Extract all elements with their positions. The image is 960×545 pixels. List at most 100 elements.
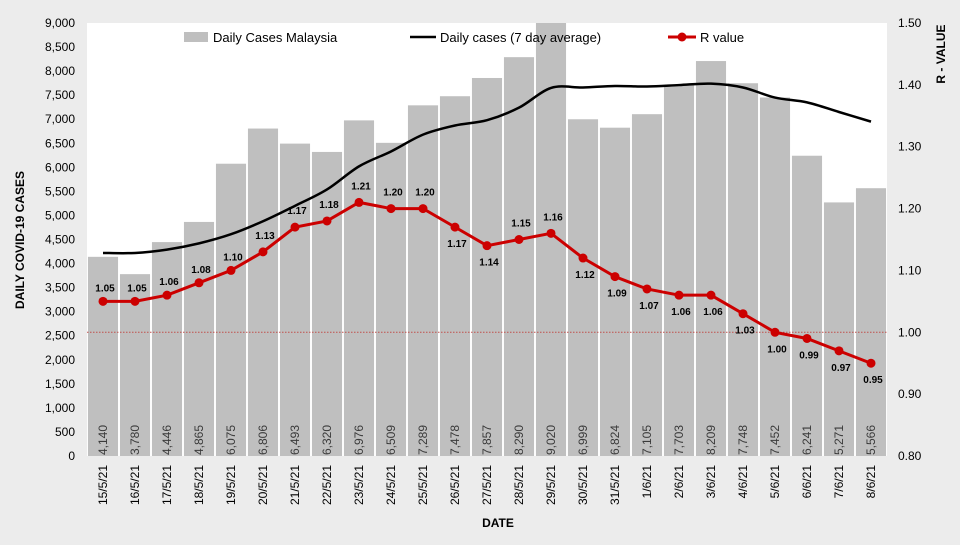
r-value-point — [290, 222, 300, 232]
y-tick-label: 4,500 — [45, 233, 75, 247]
x-tick-label: 30/5/21 — [576, 465, 590, 505]
x-tick-label: 3/6/21 — [704, 465, 718, 499]
y-tick-label: 2,000 — [45, 353, 75, 367]
y2-tick-label: 1.20 — [898, 202, 922, 216]
y2-tick-label: 0.90 — [898, 387, 922, 401]
r-value-point — [226, 265, 236, 275]
r-value-point — [642, 284, 652, 294]
y-tick-label: 1,000 — [45, 401, 75, 415]
y-tick-label: 500 — [55, 425, 75, 439]
bar — [503, 57, 535, 457]
series-line-7day-average — [102, 82, 872, 255]
r-value-point — [578, 253, 588, 263]
r-value-label: 1.06 — [671, 307, 691, 318]
bar — [695, 61, 727, 457]
bar — [471, 77, 503, 456]
y2-axis-title: R - VALUE — [934, 24, 948, 83]
r-value-point — [386, 204, 396, 214]
bar — [823, 202, 855, 456]
r-value-label: 1.18 — [319, 200, 339, 211]
x-tick-label: 2/6/21 — [672, 465, 686, 499]
r-value-label: 1.07 — [639, 301, 659, 312]
legend-label-daily-cases: Daily Cases Malaysia — [213, 30, 338, 45]
legend-swatch-daily-cases — [184, 32, 208, 42]
bar-value-label: 9,020 — [544, 425, 558, 455]
legend-marker-r-value — [677, 32, 687, 42]
r-value-label: 0.95 — [863, 375, 883, 386]
y-tick-label: 3,000 — [45, 305, 75, 319]
r-value-label: 1.15 — [511, 219, 531, 230]
bar — [663, 85, 695, 456]
r-value-label: 1.17 — [287, 206, 307, 217]
y-tick-label: 7,500 — [45, 88, 75, 102]
bar-value-label: 5,566 — [864, 425, 878, 455]
x-tick-label: 7/6/21 — [832, 465, 846, 499]
bar — [247, 128, 279, 456]
y-tick-label: 7,000 — [45, 112, 75, 126]
r-value-point — [450, 222, 460, 232]
x-tick-label: 20/5/21 — [256, 465, 270, 505]
bar — [407, 105, 439, 456]
legend-label-r-value: R value — [700, 30, 744, 45]
r-value-label: 1.09 — [607, 289, 627, 300]
x-axis-title: DATE — [482, 516, 514, 530]
r-value-point — [354, 197, 364, 207]
bar-value-label: 6,999 — [576, 425, 590, 455]
r-value-label: 1.13 — [255, 231, 275, 242]
x-tick-label: 5/6/21 — [768, 465, 782, 499]
r-value-label: 1.17 — [447, 239, 467, 250]
y-tick-label: 6,500 — [45, 136, 75, 150]
r-value-point — [482, 241, 492, 251]
x-tick-label: 21/5/21 — [288, 465, 302, 505]
r-value-point — [610, 272, 620, 282]
r-value-point — [514, 235, 524, 244]
r-value-label: 1.20 — [383, 188, 403, 199]
r-value-point — [738, 309, 748, 319]
r-value-point — [834, 346, 844, 356]
bar-value-label: 7,748 — [736, 425, 750, 455]
x-tick-label: 28/5/21 — [512, 465, 526, 505]
bar — [375, 142, 407, 456]
bar-value-label: 7,478 — [448, 425, 462, 455]
bar — [567, 119, 599, 457]
y-tick-label: 8,500 — [45, 40, 75, 54]
y-axis-title: DAILY COVID-19 CASES — [13, 171, 27, 309]
r-value-point — [706, 290, 716, 300]
y-tick-label: 3,500 — [45, 281, 75, 295]
y-tick-label: 4,000 — [45, 257, 75, 271]
x-tick-label: 23/5/21 — [352, 465, 366, 505]
bar — [855, 188, 887, 456]
x-tick-label: 22/5/21 — [320, 465, 334, 505]
bar-value-label: 6,320 — [320, 425, 334, 455]
y-tick-label: 0 — [68, 449, 75, 463]
r-value-label: 1.16 — [543, 212, 563, 223]
y-tick-label: 2,500 — [45, 329, 75, 343]
r-value-point — [674, 290, 684, 300]
bar-value-label: 7,857 — [480, 425, 494, 455]
y2-tick-label: 1.10 — [898, 263, 922, 277]
x-tick-label: 25/5/21 — [416, 465, 430, 505]
y-tick-label: 5,500 — [45, 184, 75, 198]
r-value-point — [802, 333, 812, 343]
bar-value-label: 7,703 — [672, 425, 686, 455]
x-tick-label: 27/5/21 — [480, 465, 494, 505]
bar — [759, 97, 791, 456]
r-value-label: 1.12 — [575, 270, 595, 281]
bar — [183, 221, 215, 456]
r-value-label: 1.08 — [191, 265, 211, 276]
bar — [727, 83, 759, 456]
y-tick-label: 5,000 — [45, 208, 75, 222]
r-value-point — [866, 358, 876, 368]
bar-value-label: 6,241 — [800, 425, 814, 455]
y-tick-label: 1,500 — [45, 377, 75, 391]
bar-value-label: 4,865 — [192, 425, 206, 455]
y-tick-label: 8,000 — [45, 64, 75, 78]
y2-tick-label: 1.50 — [898, 16, 922, 30]
r-value-label: 1.14 — [479, 258, 499, 269]
bar-value-label: 5,271 — [832, 425, 846, 455]
x-tick-label: 6/6/21 — [800, 465, 814, 499]
bar — [215, 163, 247, 456]
r-value-label: 1.10 — [223, 252, 243, 263]
r-value-label: 1.06 — [159, 277, 179, 288]
bar — [343, 120, 375, 456]
